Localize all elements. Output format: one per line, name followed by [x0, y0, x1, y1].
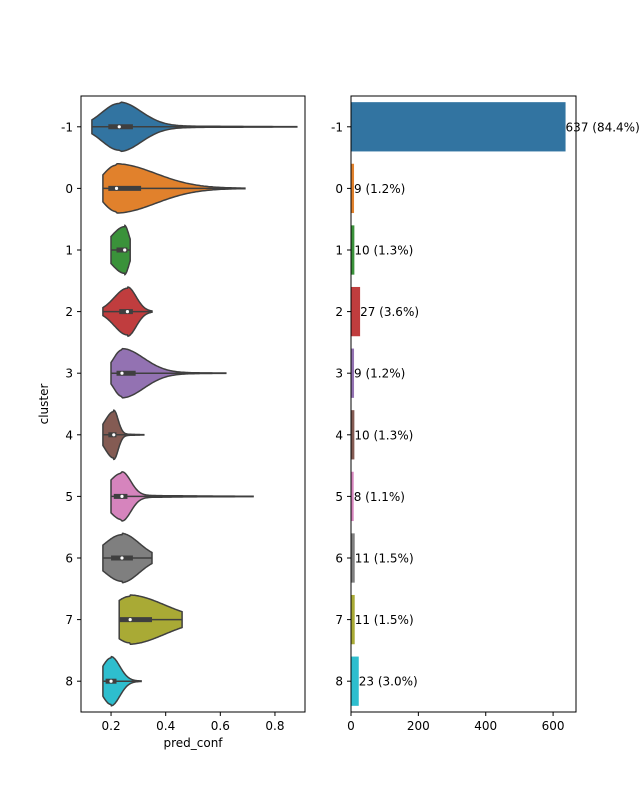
bar-ytick-label--1: -1 [331, 120, 343, 134]
violin-6 [102, 532, 153, 584]
violin-1 [110, 224, 131, 276]
bar-label-4: 10 (1.3%) [354, 428, 413, 442]
violin-median-0 [114, 186, 119, 190]
violin-median-3 [120, 371, 124, 375]
bar-axes-frame [350, 95, 577, 713]
bar-label--1: 637 (84.4%) [566, 120, 640, 134]
violin-ytick-label-7: 7 [65, 613, 73, 627]
bar-label-8: 23 (3.0%) [359, 675, 418, 689]
violin-xtick-label-0.6: 0.6 [211, 719, 230, 733]
bar-ytick-label-5: 5 [335, 490, 343, 504]
violin-ytick-label-8: 8 [65, 675, 73, 689]
violin-xtick-label-0.2: 0.2 [102, 719, 121, 733]
violin-chart: -1 0 1 2 3 4 5 6 7 8 0.2 0.4 0.6 0.8 pred_conf cluster [37, 95, 306, 750]
violin-xtick-label-0.8: 0.8 [265, 719, 284, 733]
violin-ytick-label-4: 4 [65, 428, 73, 442]
violin-8 [102, 655, 142, 707]
bar-label-2: 27 (3.6%) [360, 305, 419, 319]
violin-ytick-label-5: 5 [65, 490, 73, 504]
bar-ytick-label-1: 1 [335, 244, 343, 258]
violin-2 [102, 286, 153, 338]
violin-0 [102, 163, 246, 214]
violin-median-5 [120, 494, 124, 498]
violin-median-8 [109, 679, 113, 683]
bar-label-3: 9 (1.2%) [354, 367, 405, 381]
bar-ytick-label-3: 3 [335, 367, 343, 381]
violin-median-7 [128, 618, 132, 622]
bar-ytick-label-8: 8 [335, 675, 343, 689]
bar--1 [351, 102, 566, 152]
bar-ytick-label-7: 7 [335, 613, 343, 627]
violin-4 [102, 409, 145, 461]
bar-xtick-label-0: 0 [347, 719, 355, 733]
violin-median-6 [120, 556, 124, 560]
violin-xtick-label-0.4: 0.4 [156, 719, 175, 733]
bar-0 [351, 163, 355, 214]
bar-label-6: 11 (1.5%) [355, 552, 414, 566]
bar-label-5: 8 (1.1%) [354, 490, 405, 504]
violin-median--1 [117, 125, 121, 129]
bar-label-1: 10 (1.3%) [354, 244, 413, 258]
violin-ytick-label-0: 0 [65, 182, 73, 196]
bar-5 [351, 471, 354, 522]
violin-ytick-label-1: 1 [65, 244, 73, 258]
violin-median-2 [125, 310, 130, 314]
bar-3 [351, 348, 355, 398]
violin--1 [91, 101, 298, 153]
violin-3 [110, 347, 227, 399]
violin-5 [110, 470, 254, 522]
bar-xtick-label-200: 200 [407, 719, 430, 733]
violin-7 [118, 594, 183, 645]
bar-8 [351, 656, 359, 706]
bar-6 [351, 533, 355, 583]
bar-4 [351, 410, 355, 460]
bar-1 [351, 225, 355, 275]
bar-label-0: 9 (1.2%) [354, 182, 405, 196]
bar-xtick-label-600: 600 [542, 719, 565, 733]
bar-ytick-label-0: 0 [335, 182, 343, 196]
violin-axes-frame [80, 95, 306, 713]
bar-7 [351, 594, 355, 645]
violin-ylabel: cluster [37, 384, 51, 425]
violin-median-4 [112, 433, 116, 437]
violin-ytick-label-3: 3 [65, 367, 73, 381]
violin-median-1 [123, 248, 127, 252]
violin-xlabel: pred_conf [163, 736, 223, 750]
count-bar-chart: 637 (84.4%) 9 (1.2%) 10 (1.3%) 27 (3.6%) 9 (… [331, 95, 640, 733]
bar-ytick-label-6: 6 [335, 552, 343, 566]
bar-xtick-label-400: 400 [474, 719, 497, 733]
bar-ytick-label-2: 2 [335, 305, 343, 319]
violin-ytick-label-2: 2 [65, 305, 73, 319]
violin-ytick-label-6: 6 [65, 552, 73, 566]
bar-label-7: 11 (1.5%) [355, 613, 414, 627]
violin-ytick-label--1: -1 [61, 120, 73, 134]
bar-ytick-label-4: 4 [335, 428, 343, 442]
bar-2 [351, 286, 361, 337]
